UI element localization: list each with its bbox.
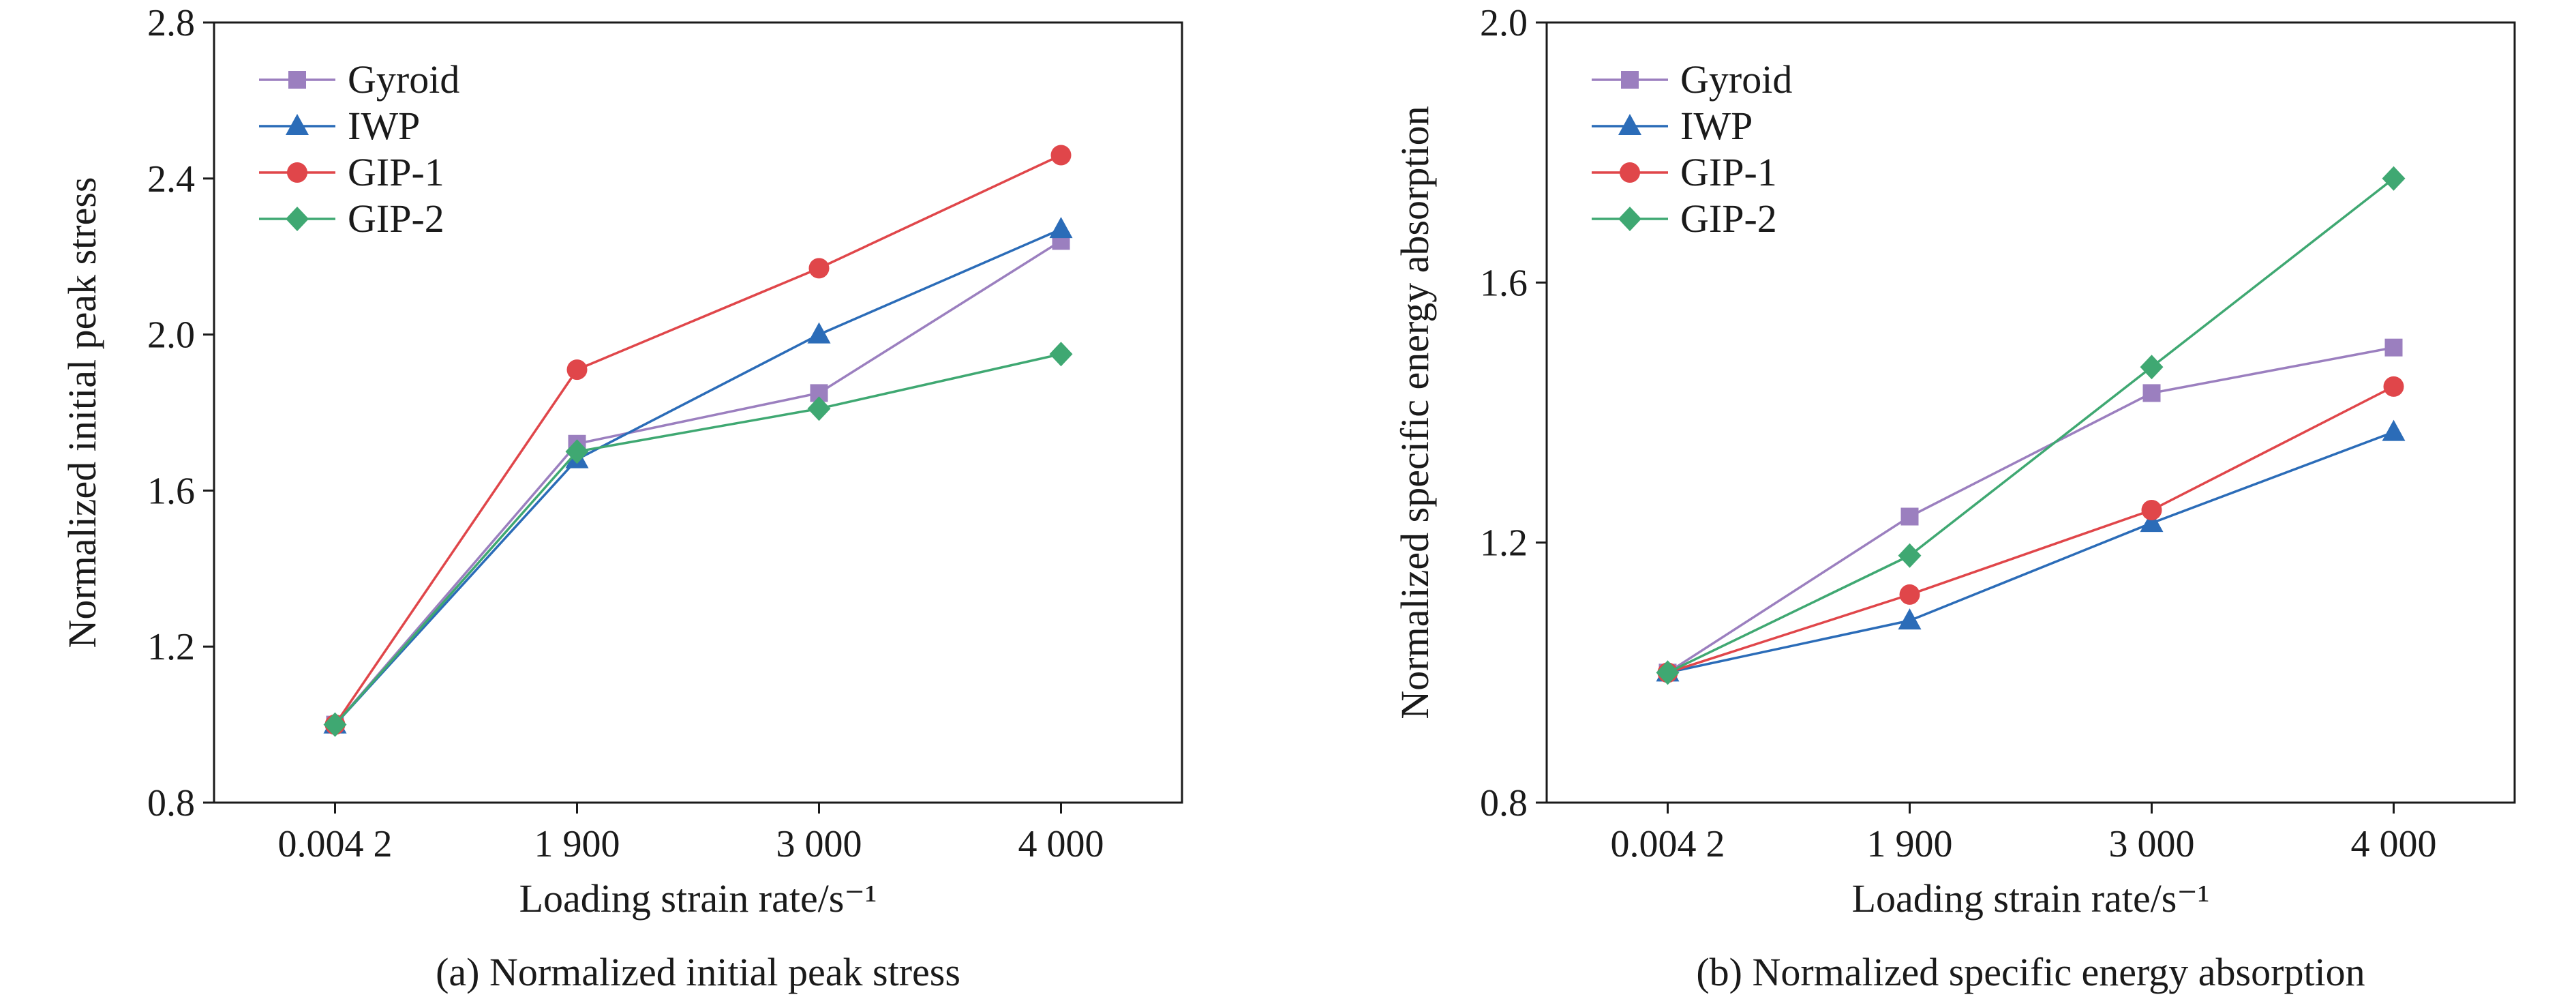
data-point-iwp bbox=[807, 322, 831, 344]
y-tick-label: 2.0 bbox=[1480, 2, 1528, 44]
x-tick-label: 0.004 2 bbox=[278, 823, 393, 865]
data-point-gip-2 bbox=[2382, 166, 2406, 191]
legend-marker bbox=[1618, 207, 1641, 231]
x-axis-title: Loading strain rate/s⁻¹ bbox=[519, 876, 877, 921]
chart-caption: (a) Normalized initial peak stress bbox=[436, 950, 960, 994]
series-line-gip-2 bbox=[1667, 177, 2395, 674]
legend-label: GIP-1 bbox=[348, 150, 444, 194]
x-tick-label: 3 000 bbox=[776, 823, 862, 865]
data-point-gip-2 bbox=[2140, 355, 2164, 380]
legend-label: Gyroid bbox=[1680, 57, 1792, 102]
data-point-gip-2 bbox=[1656, 660, 1680, 685]
legend-label: GIP-2 bbox=[348, 196, 444, 241]
y-tick-label: 2.8 bbox=[147, 2, 195, 44]
data-point-gyroid bbox=[2384, 338, 2403, 357]
series-line-gip-2 bbox=[334, 353, 1061, 726]
legend-label: IWP bbox=[1680, 104, 1753, 148]
legend-marker bbox=[287, 162, 307, 183]
plot-frame bbox=[213, 21, 1183, 804]
y-tick-label: 0.8 bbox=[147, 782, 195, 824]
y-tick-label: 1.6 bbox=[147, 470, 195, 512]
data-point-gip-1 bbox=[808, 258, 830, 279]
legend-marker bbox=[288, 71, 306, 89]
x-axis-title: Loading strain rate/s⁻¹ bbox=[1852, 876, 2210, 921]
x-tick-label: 0.004 2 bbox=[1611, 823, 1725, 865]
data-point-gip-2 bbox=[323, 712, 347, 737]
x-tick-label: 3 000 bbox=[2109, 823, 2195, 865]
data-point-iwp bbox=[2382, 419, 2406, 441]
series-line-gyroid bbox=[1667, 346, 2394, 674]
data-point-gip-2 bbox=[1049, 342, 1073, 367]
data-point-gip-1 bbox=[566, 359, 588, 381]
legend-label: GIP-2 bbox=[1680, 196, 1777, 241]
y-tick-label: 1.6 bbox=[1480, 262, 1528, 304]
y-tick-label: 1.2 bbox=[1480, 522, 1528, 565]
data-point-iwp bbox=[1898, 608, 1922, 630]
series-line-iwp bbox=[1667, 430, 2395, 674]
data-point-gip-1 bbox=[1899, 584, 1920, 605]
series-line-gip-1 bbox=[1667, 385, 2395, 674]
data-point-iwp bbox=[2140, 511, 2164, 533]
y-tick-label: 2.4 bbox=[147, 158, 195, 200]
legend-marker bbox=[1620, 162, 1640, 183]
legend-label: IWP bbox=[348, 104, 420, 148]
x-tick-label: 1 900 bbox=[1867, 823, 1953, 865]
series-line-gyroid bbox=[334, 239, 1062, 726]
x-tick-label: 4 000 bbox=[2351, 823, 2437, 865]
y-tick-label: 2.0 bbox=[147, 314, 195, 357]
legend-marker bbox=[286, 207, 309, 231]
legend-label: GIP-1 bbox=[1680, 150, 1777, 194]
chart-panel-a: 0.8 1.2 1.6 2.0 2.4 2.8 0.004 2 1 900 3 000 4 000… bbox=[60, 2, 1183, 994]
x-tick-label: 1 900 bbox=[534, 823, 620, 865]
data-point-gip-2 bbox=[565, 439, 589, 464]
data-point-gip-1 bbox=[2141, 500, 2162, 520]
series-line-iwp bbox=[334, 228, 1062, 726]
y-axis-title: Normalized initial peak stress bbox=[60, 177, 104, 648]
legend-label: Gyroid bbox=[348, 57, 459, 102]
data-point-gyroid bbox=[2142, 384, 2161, 402]
x-tick-label: 4 000 bbox=[1018, 823, 1104, 865]
data-point-gyroid bbox=[1900, 507, 1919, 526]
y-tick-label: 1.2 bbox=[147, 626, 195, 668]
data-point-gip-2 bbox=[807, 396, 831, 421]
chart-panel-b: 0.8 1.2 1.6 2.0 0.004 2 1 900 3 000 4 000 Loadin… bbox=[1393, 2, 2516, 994]
legend-marker bbox=[1618, 114, 1641, 135]
series-line-gip-1 bbox=[334, 153, 1062, 726]
y-axis-title: Normalized specific energy absorption bbox=[1393, 106, 1437, 719]
legend-marker bbox=[1621, 71, 1639, 89]
data-point-gip-1 bbox=[2383, 376, 2404, 397]
legend-marker bbox=[286, 114, 309, 135]
data-point-iwp bbox=[1049, 217, 1073, 239]
plot-frame bbox=[1545, 21, 2516, 804]
chart-caption: (b) Normalized specific energy absorptio… bbox=[1696, 950, 2365, 994]
y-tick-label: 0.8 bbox=[1480, 782, 1528, 824]
data-point-gip-2 bbox=[1898, 543, 1922, 568]
data-point-gip-1 bbox=[1050, 145, 1072, 166]
